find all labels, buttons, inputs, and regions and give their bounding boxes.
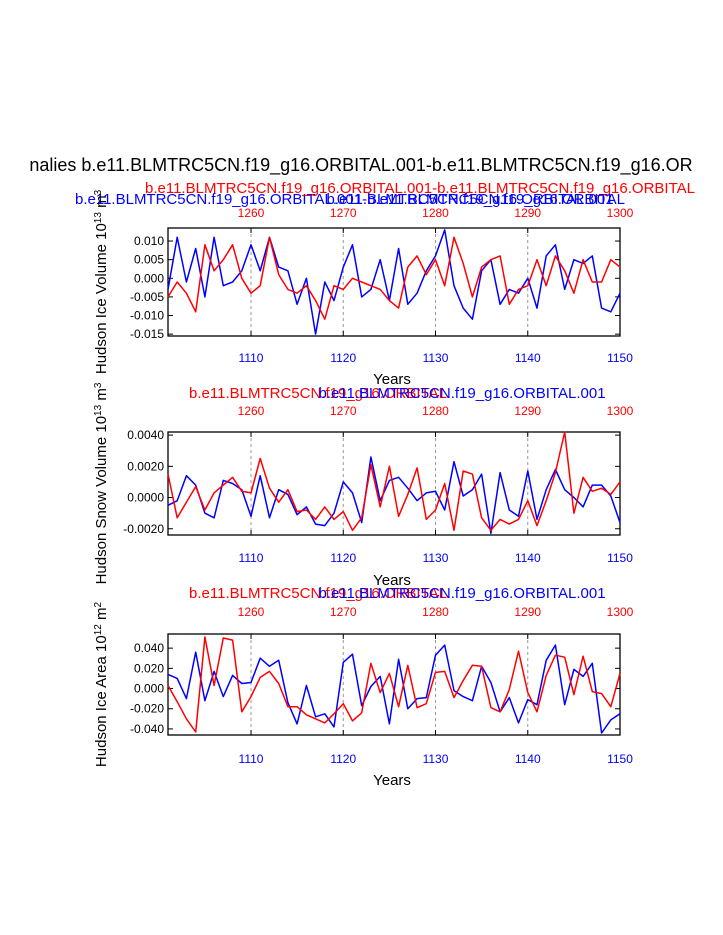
y-tick-label: 0.0000: [127, 491, 164, 505]
bottom-x-tick-label: 1110: [239, 752, 264, 766]
chart-panel-2: b.e11.BLMTRC5CN.f19_g16.ORBITALb.e11.BLM…: [93, 382, 634, 589]
panel-title-red: b.e11.BLMTRC5CN.f19_g16.ORBITAL: [189, 385, 447, 402]
top-x-tick-label: 1300: [607, 605, 634, 619]
plot-frame: [167, 227, 621, 337]
y-tick-label: -0.010: [130, 309, 164, 323]
y-axis-label: Hudson Ice Volume 1013 m3: [93, 189, 111, 374]
top-x-tick-label: 1280: [422, 206, 449, 220]
series-line-red: [167, 431, 621, 532]
chart-panel-3: b.e11.BLMTRC5CN.f19_g16.ORBITALb.e11.BLM…: [93, 585, 634, 789]
series-line-blue: [167, 229, 621, 335]
y-axis-label: Hudson Ice Area 1012 m2: [93, 602, 111, 768]
top-x-tick-label: 1300: [607, 206, 634, 220]
bottom-x-tick-label: 1150: [607, 551, 633, 565]
y-tick-label: 0.005: [134, 253, 164, 267]
y-tick-label: 0.010: [134, 234, 164, 248]
top-x-tick-label: 1290: [514, 206, 541, 220]
top-x-tick-label: 1290: [514, 404, 541, 418]
top-x-tick-label: 1280: [422, 605, 449, 619]
y-axis-label-part: m: [93, 608, 110, 625]
y-axis-label: Hudson Snow Volume 1013 m3: [93, 382, 111, 584]
y-tick-label: 0.0040: [127, 428, 164, 442]
y-tick-label: -0.020: [130, 702, 164, 716]
bottom-x-tick-label: 1130: [423, 752, 449, 766]
top-x-tick-label: 1280: [422, 404, 449, 418]
series-line-red: [167, 636, 621, 733]
chart-panels: b.e11.BLMTRC5CN.f19_g16.ORBITAL.001-b.e1…: [75, 180, 695, 789]
series-line-blue: [167, 456, 621, 535]
bottom-x-tick-label: 1120: [330, 551, 356, 565]
bottom-x-tick-label: 1130: [423, 351, 449, 365]
y-tick-label: -0.040: [130, 722, 164, 736]
top-x-tick-label: 1270: [330, 404, 357, 418]
bottom-x-tick-label: 1140: [515, 551, 541, 565]
panel-title-red: b.e11.BLMTRC5CN.f19_g16.ORBITAL.001-b.e1…: [145, 180, 695, 197]
y-axis-label-part: Hudson Ice Volume 10: [93, 223, 110, 374]
y-axis-label-part: 2: [93, 602, 104, 608]
panel-title-blue-2: b.e11.BLMTRC5CN.f19_g16.ORBITAL.001: [326, 191, 613, 208]
plot-frame: [167, 431, 621, 536]
y-tick-label: -0.005: [130, 290, 164, 304]
panel-title-red: b.e11.BLMTRC5CN.f19_g16.ORBITAL: [189, 585, 447, 602]
bottom-x-tick-label: 1110: [239, 551, 264, 565]
y-tick-label: 0.040: [134, 641, 164, 655]
x-axis-label: Years: [373, 772, 411, 789]
y-axis-label-part: m: [93, 195, 110, 212]
top-x-tick-label: 1270: [330, 605, 357, 619]
y-tick-label: 0.020: [134, 661, 164, 675]
bottom-x-tick-label: 1150: [607, 351, 633, 365]
y-tick-label: -0.015: [130, 327, 164, 341]
chart-panel-1: b.e11.BLMTRC5CN.f19_g16.ORBITAL.001-b.e1…: [75, 180, 695, 388]
panel-title-blue: b.e11.BLMTRC5CN.f19_g16.ORBITAL.001: [318, 585, 605, 602]
y-axis-label-part: m: [93, 388, 110, 405]
y-tick-label: 0.0020: [127, 459, 164, 473]
bottom-x-tick-label: 1110: [239, 351, 264, 365]
x-axis-label: Years: [373, 572, 411, 589]
top-x-tick-label: 1270: [330, 206, 357, 220]
y-tick-label: 0.000: [134, 682, 164, 696]
y-axis-label-part: 13: [93, 212, 104, 224]
panel-title-blue: b.e11.BLMTRC5CN.f19_g16.ORBITAL.001-b.e1…: [75, 191, 625, 208]
bottom-x-tick-label: 1140: [515, 351, 541, 365]
y-axis-label-part: 13: [93, 404, 104, 416]
plot-frame: [167, 633, 621, 736]
series-line-red: [167, 236, 621, 320]
figure-main-title: nalies b.e11.BLMTRC5CN.f19_g16.ORBITAL.0…: [29, 155, 692, 176]
y-tick-label: 0.000: [134, 271, 164, 285]
top-x-tick-label: 1290: [514, 605, 541, 619]
bottom-x-tick-label: 1130: [423, 551, 449, 565]
bottom-x-tick-label: 1120: [330, 351, 356, 365]
bottom-x-tick-label: 1140: [515, 752, 541, 766]
panel-title-blue: b.e11.BLMTRC5CN.f19_g16.ORBITAL.001: [318, 385, 605, 402]
y-axis-label-part: 3: [93, 382, 104, 388]
top-x-tick-label: 1260: [238, 206, 265, 220]
y-axis-label-part: Hudson Ice Area 10: [93, 635, 110, 767]
top-x-tick-label: 1260: [238, 404, 265, 418]
y-axis-label-part: 12: [93, 624, 104, 636]
x-axis-label: Years: [373, 371, 411, 388]
top-x-tick-label: 1300: [607, 404, 634, 418]
y-axis-label-part: Hudson Snow Volume 10: [93, 416, 110, 584]
bottom-x-tick-label: 1120: [330, 752, 356, 766]
bottom-x-tick-label: 1150: [607, 752, 633, 766]
y-tick-label: -0.0020: [123, 522, 164, 536]
top-x-tick-label: 1260: [238, 605, 265, 619]
y-axis-label-part: 3: [93, 189, 104, 195]
